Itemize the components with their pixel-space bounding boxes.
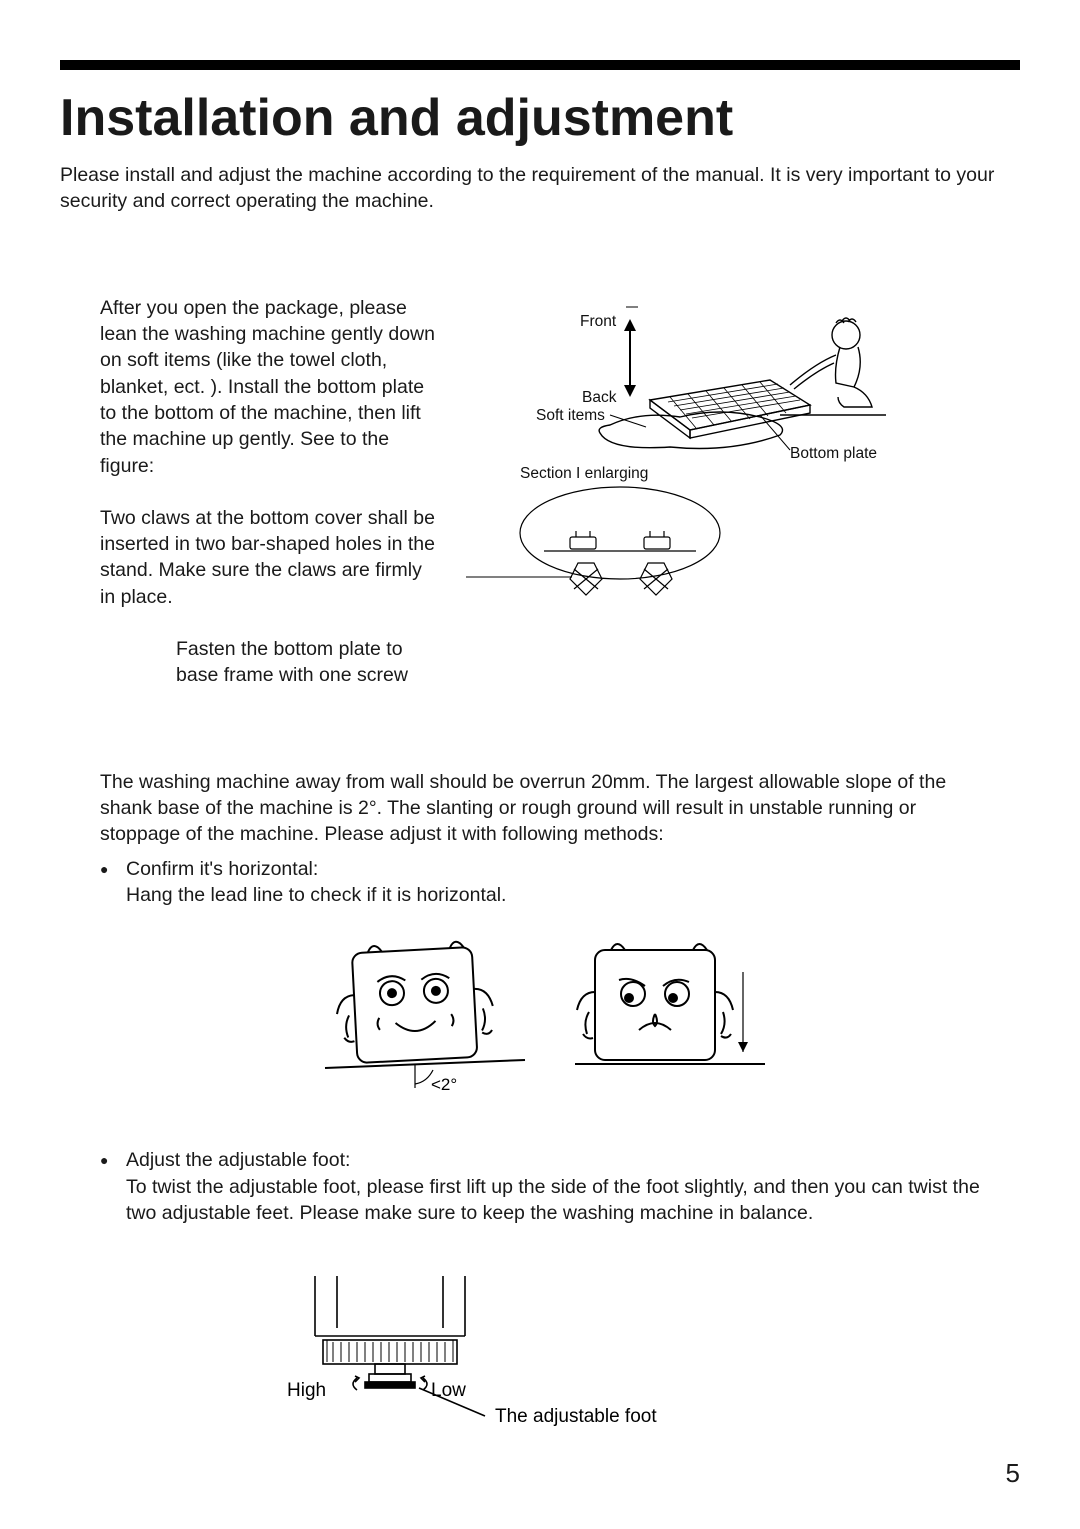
intro-paragraph: Please install and adjust the machine ac… [60, 162, 1020, 215]
bottom-plate-p1: After you open the package, please lean … [100, 295, 440, 479]
bullet2-title: Adjust the adjustable foot: [126, 1149, 350, 1171]
bottom-plate-p2: Two claws at the bottom cover shall be i… [100, 505, 440, 610]
bottom-plate-section: After you open the package, please lean … [100, 295, 990, 689]
foot-low: Low [431, 1380, 466, 1401]
bullet1-title: Confirm it's horizontal: [126, 858, 318, 880]
bullet1-body: Hang the lead line to check if it is hor… [126, 882, 990, 908]
top-rule [60, 60, 1020, 70]
angle-label: <2° [431, 1075, 457, 1094]
foot-label: The adjustable foot [495, 1406, 657, 1427]
bottom-plate-figure: Front Back Soft items Bottom plate Secti… [460, 295, 990, 605]
bottom-plate-p3: Fasten the bottom plate to base frame wi… [176, 636, 440, 689]
bullet2-body: To twist the adjustable foot, please fir… [126, 1174, 990, 1227]
page-number: 5 [1006, 1458, 1020, 1489]
figure-section-enlarge [500, 481, 740, 611]
foot-high: High [287, 1380, 326, 1401]
bullet-confirm-horizontal: Confirm it's horizontal: Hang the lead l… [100, 856, 990, 909]
adjustable-foot-figure: High Low The adjustable foot [100, 1276, 990, 1441]
bullet-adjust-foot: Adjust the adjustable foot: To twist the… [100, 1147, 990, 1226]
page-title: Installation and adjustment [60, 88, 1020, 148]
horizontal-figure: <2° [100, 932, 990, 1107]
figure-person-machine [460, 295, 920, 465]
adjust-intro: The washing machine away from wall shoul… [100, 769, 990, 848]
